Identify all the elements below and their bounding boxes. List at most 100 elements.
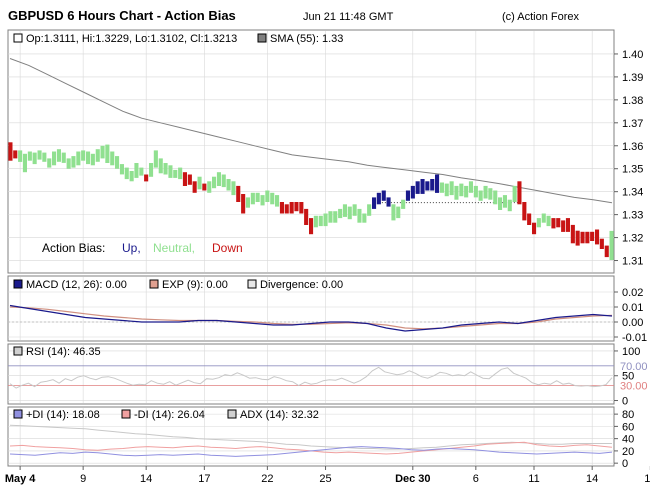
price-bar-10 [56, 149, 61, 162]
x-tick-label-10: 19 [644, 473, 650, 485]
macd-legend-swatch [13, 279, 23, 289]
price-bar-81 [401, 199, 406, 209]
divergence-legend-swatch [247, 279, 257, 289]
price-bar-12 [66, 158, 71, 169]
price-bar-80 [396, 206, 401, 219]
dmi-panel-frame [7, 406, 615, 467]
price-bar-52 [260, 195, 265, 206]
price-bar-100 [493, 190, 498, 205]
price-panel: 1.31 1.32 1.33 1.34 1.35 1.36 1.37 1.38 1.39 1.40… [7, 29, 643, 274]
price-ytick-label-8: 1.39 [622, 72, 643, 84]
price-bar-29 [149, 163, 154, 177]
price-bar-116 [570, 224, 575, 244]
dmi-ytick-label-2: 40 [622, 434, 634, 446]
price-bar-49 [245, 197, 250, 208]
price-bar-43 [216, 172, 221, 186]
price-bar-39 [197, 176, 202, 190]
price-bar-31 [158, 158, 163, 174]
price-bar-25 [129, 171, 134, 182]
price-bar-0 [8, 142, 13, 161]
price-bar-3 [22, 153, 27, 173]
price-bar-94 [464, 185, 469, 198]
price-bar-16 [86, 151, 91, 165]
price-bar-73 [362, 213, 367, 223]
price-ytick-label-7: 1.38 [622, 95, 643, 107]
price-bar-84 [415, 181, 420, 194]
plus-di-line [9, 446, 613, 457]
price-ytick-label-1: 1.32 [622, 233, 643, 245]
price-legend: Op:1.3111, Hi:1.3229, Lo:1.3102, Cl:1.32… [13, 33, 343, 45]
adx-legend-text: ADX (14): 32.32 [240, 409, 319, 421]
price-bar-91 [449, 181, 454, 196]
price-bar-124 [609, 230, 614, 260]
dmi-ytick-label-1: 20 [622, 446, 634, 458]
x-tick-label-4: 22 [261, 473, 273, 485]
divergence-legend-text: Divergence: 0.00 [260, 279, 343, 291]
price-bar-50 [250, 192, 255, 205]
action-bias-up: Up, [122, 241, 141, 255]
price-bar-114 [561, 220, 566, 232]
price-bar-5 [32, 152, 37, 165]
action-bias-down: Down [212, 241, 243, 255]
price-bar-42 [212, 176, 217, 189]
price-bar-34 [173, 169, 178, 178]
price-bar-35 [178, 167, 183, 180]
header: GBPUSD 6 Hours Chart - Action Bias Jun 2… [8, 8, 580, 23]
plus-di-legend-text: +DI (14): 18.08 [26, 409, 100, 421]
price-ytick-label-5: 1.36 [622, 141, 643, 153]
price-bar-112 [551, 218, 556, 229]
price-bar-101 [498, 197, 503, 210]
price-bar-64 [318, 215, 323, 227]
price-bar-68 [338, 208, 343, 219]
exp-legend-text: EXP (9): 0.00 [162, 279, 228, 291]
price-bar-61 [304, 208, 309, 225]
price-bar-47 [236, 185, 241, 202]
price-bar-85 [420, 179, 425, 194]
price-bar-51 [255, 192, 260, 202]
x-tick-label-8: 11 [528, 473, 539, 485]
price-bar-88 [435, 174, 440, 193]
x-tick-label-9: 14 [586, 473, 598, 485]
price-bar-9 [52, 151, 57, 166]
price-bar-65 [323, 213, 328, 227]
price-bar-104 [512, 185, 517, 202]
price-bar-30 [153, 150, 158, 168]
price-ytick-label-4: 1.35 [622, 164, 643, 176]
price-bar-37 [187, 174, 192, 185]
price-bar-87 [430, 179, 435, 191]
rsi-legend-text: RSI (14): 46.35 [26, 346, 101, 358]
price-bar-78 [386, 197, 391, 207]
x-tick-label-5: 25 [319, 473, 331, 485]
macd-ytick-label-1: 0.00 [622, 317, 643, 329]
price-bar-13 [71, 156, 76, 168]
price-bar-115 [565, 218, 570, 232]
price-bar-36 [182, 172, 187, 186]
price-bar-95 [468, 181, 473, 193]
action-bias-label: Action Bias: [42, 241, 105, 255]
price-bar-48 [241, 194, 246, 214]
x-tick-label-1: 9 [80, 473, 86, 485]
price-bar-121 [595, 229, 600, 245]
price-bar-123 [604, 245, 609, 258]
exp-legend-swatch [149, 279, 159, 289]
price-bar-15 [81, 150, 86, 161]
price-bar-4 [27, 151, 32, 161]
rsi-level-label-0: 70.00 [620, 361, 648, 373]
price-ytick-label-0: 1.31 [622, 256, 643, 268]
price-bar-56 [279, 202, 284, 214]
price-ytick-label-2: 1.33 [622, 210, 643, 222]
price-bar-103 [507, 199, 512, 212]
price-bar-57 [284, 204, 289, 214]
price-bar-117 [575, 230, 580, 246]
price-bar-83 [410, 185, 415, 199]
dmi-ytick-label-0: 0 [622, 458, 628, 470]
price-bar-82 [405, 190, 410, 201]
price-bar-111 [546, 215, 551, 227]
macd-ytick-label-2: 0.01 [622, 302, 643, 314]
price-bar-40 [202, 183, 207, 191]
price-bar-113 [556, 218, 561, 228]
macd-panel-frame [7, 275, 615, 342]
price-bar-19 [100, 145, 105, 159]
price-bar-69 [342, 204, 347, 217]
rsi-ytick-label-0: 0 [622, 396, 628, 408]
